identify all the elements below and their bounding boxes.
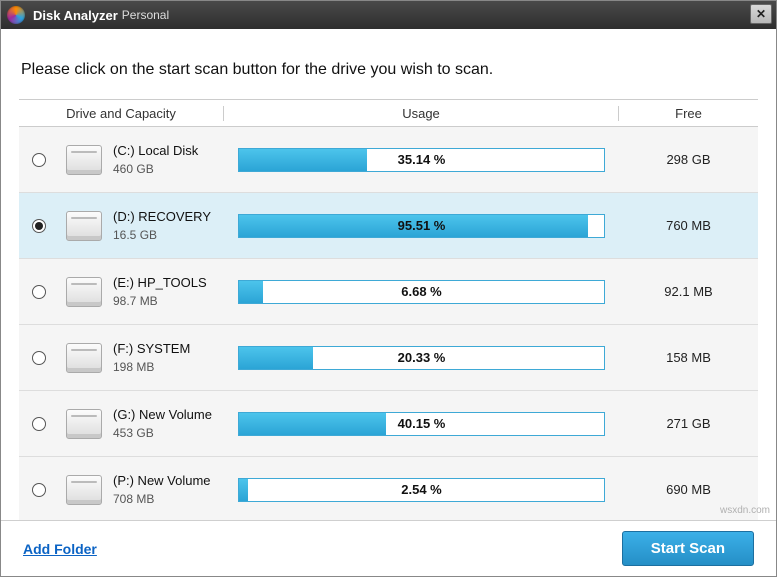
drive-radio[interactable] bbox=[32, 483, 46, 497]
column-headers: Drive and Capacity Usage Free bbox=[19, 99, 758, 127]
free-space: 271 GB bbox=[619, 416, 758, 431]
usage-cell: 35.14 % bbox=[224, 148, 619, 172]
drive-name: (G:) New Volume bbox=[113, 407, 224, 422]
drive-row[interactable]: (E:) HP_TOOLS 98.7 MB 6.68 % 92.1 MB bbox=[19, 259, 758, 325]
drive-icon bbox=[66, 211, 102, 241]
header-usage: Usage bbox=[224, 106, 619, 121]
drive-capacity: 98.7 MB bbox=[113, 294, 224, 308]
drive-radio[interactable] bbox=[32, 153, 46, 167]
drive-capacity: 16.5 GB bbox=[113, 228, 224, 242]
free-space: 92.1 MB bbox=[619, 284, 758, 299]
drive-name-cell: (D:) RECOVERY 16.5 GB bbox=[109, 209, 224, 242]
usage-bar: 95.51 % bbox=[238, 214, 605, 238]
drive-icon-cell bbox=[59, 343, 109, 373]
usage-bar-label: 6.68 % bbox=[239, 281, 604, 303]
drive-capacity: 460 GB bbox=[113, 162, 224, 176]
drive-name: (P:) New Volume bbox=[113, 473, 224, 488]
usage-bar-label: 2.54 % bbox=[239, 479, 604, 501]
usage-bar: 6.68 % bbox=[238, 280, 605, 304]
header-drive: Drive and Capacity bbox=[19, 106, 224, 121]
radio-cell[interactable] bbox=[19, 417, 59, 431]
usage-bar: 20.33 % bbox=[238, 346, 605, 370]
add-folder-link[interactable]: Add Folder bbox=[23, 541, 97, 557]
drive-capacity: 198 MB bbox=[113, 360, 224, 374]
app-logo-icon bbox=[7, 6, 25, 24]
drive-row[interactable]: (P:) New Volume 708 MB 2.54 % 690 MB bbox=[19, 457, 758, 523]
drive-name: (F:) SYSTEM bbox=[113, 341, 224, 356]
usage-bar: 40.15 % bbox=[238, 412, 605, 436]
drive-name-cell: (G:) New Volume 453 GB bbox=[109, 407, 224, 440]
instruction-text: Please click on the start scan button fo… bbox=[21, 61, 758, 79]
usage-bar-label: 20.33 % bbox=[239, 347, 604, 369]
drive-name-cell: (E:) HP_TOOLS 98.7 MB bbox=[109, 275, 224, 308]
drive-row[interactable]: (G:) New Volume 453 GB 40.15 % 271 GB bbox=[19, 391, 758, 457]
usage-cell: 95.51 % bbox=[224, 214, 619, 238]
footer: Add Folder Start Scan bbox=[1, 520, 776, 576]
drive-icon bbox=[66, 277, 102, 307]
usage-bar-label: 35.14 % bbox=[239, 149, 604, 171]
drive-icon-cell bbox=[59, 475, 109, 505]
drive-radio[interactable] bbox=[32, 285, 46, 299]
titlebar: Disk Analyzer Personal ✕ bbox=[1, 1, 776, 29]
free-space: 298 GB bbox=[619, 152, 758, 167]
drive-name: (C:) Local Disk bbox=[113, 143, 224, 158]
drive-list: (C:) Local Disk 460 GB 35.14 % 298 GB (D… bbox=[19, 127, 758, 523]
window-subtitle: Personal bbox=[122, 8, 169, 22]
usage-bar-label: 95.51 % bbox=[239, 215, 604, 237]
start-scan-button[interactable]: Start Scan bbox=[622, 531, 754, 566]
watermark: wsxdn.com bbox=[720, 505, 770, 516]
free-space: 158 MB bbox=[619, 350, 758, 365]
drive-icon-cell bbox=[59, 211, 109, 241]
drive-name: (D:) RECOVERY bbox=[113, 209, 224, 224]
drive-row[interactable]: (C:) Local Disk 460 GB 35.14 % 298 GB bbox=[19, 127, 758, 193]
close-button[interactable]: ✕ bbox=[750, 4, 772, 24]
radio-cell[interactable] bbox=[19, 351, 59, 365]
drive-name-cell: (P:) New Volume 708 MB bbox=[109, 473, 224, 506]
drive-name-cell: (C:) Local Disk 460 GB bbox=[109, 143, 224, 176]
drive-icon-cell bbox=[59, 409, 109, 439]
usage-bar-label: 40.15 % bbox=[239, 413, 604, 435]
drive-icon-cell bbox=[59, 145, 109, 175]
free-space: 760 MB bbox=[619, 218, 758, 233]
drive-icon bbox=[66, 145, 102, 175]
drive-row[interactable]: (F:) SYSTEM 198 MB 20.33 % 158 MB bbox=[19, 325, 758, 391]
window-title: Disk Analyzer bbox=[33, 8, 118, 23]
header-free: Free bbox=[619, 106, 758, 121]
usage-bar: 2.54 % bbox=[238, 478, 605, 502]
radio-cell[interactable] bbox=[19, 219, 59, 233]
drive-icon-cell bbox=[59, 277, 109, 307]
drive-capacity: 708 MB bbox=[113, 492, 224, 506]
drive-radio[interactable] bbox=[32, 351, 46, 365]
radio-cell[interactable] bbox=[19, 483, 59, 497]
drive-icon bbox=[66, 409, 102, 439]
drive-capacity: 453 GB bbox=[113, 426, 224, 440]
drive-icon bbox=[66, 475, 102, 505]
radio-cell[interactable] bbox=[19, 153, 59, 167]
free-space: 690 MB bbox=[619, 482, 758, 497]
radio-cell[interactable] bbox=[19, 285, 59, 299]
usage-bar: 35.14 % bbox=[238, 148, 605, 172]
drive-icon bbox=[66, 343, 102, 373]
drive-name-cell: (F:) SYSTEM 198 MB bbox=[109, 341, 224, 374]
usage-cell: 2.54 % bbox=[224, 478, 619, 502]
usage-cell: 20.33 % bbox=[224, 346, 619, 370]
usage-cell: 6.68 % bbox=[224, 280, 619, 304]
usage-cell: 40.15 % bbox=[224, 412, 619, 436]
drive-radio[interactable] bbox=[32, 417, 46, 431]
drive-name: (E:) HP_TOOLS bbox=[113, 275, 224, 290]
main-content: Please click on the start scan button fo… bbox=[1, 29, 776, 523]
drive-row[interactable]: (D:) RECOVERY 16.5 GB 95.51 % 760 MB bbox=[19, 193, 758, 259]
drive-radio[interactable] bbox=[32, 219, 46, 233]
